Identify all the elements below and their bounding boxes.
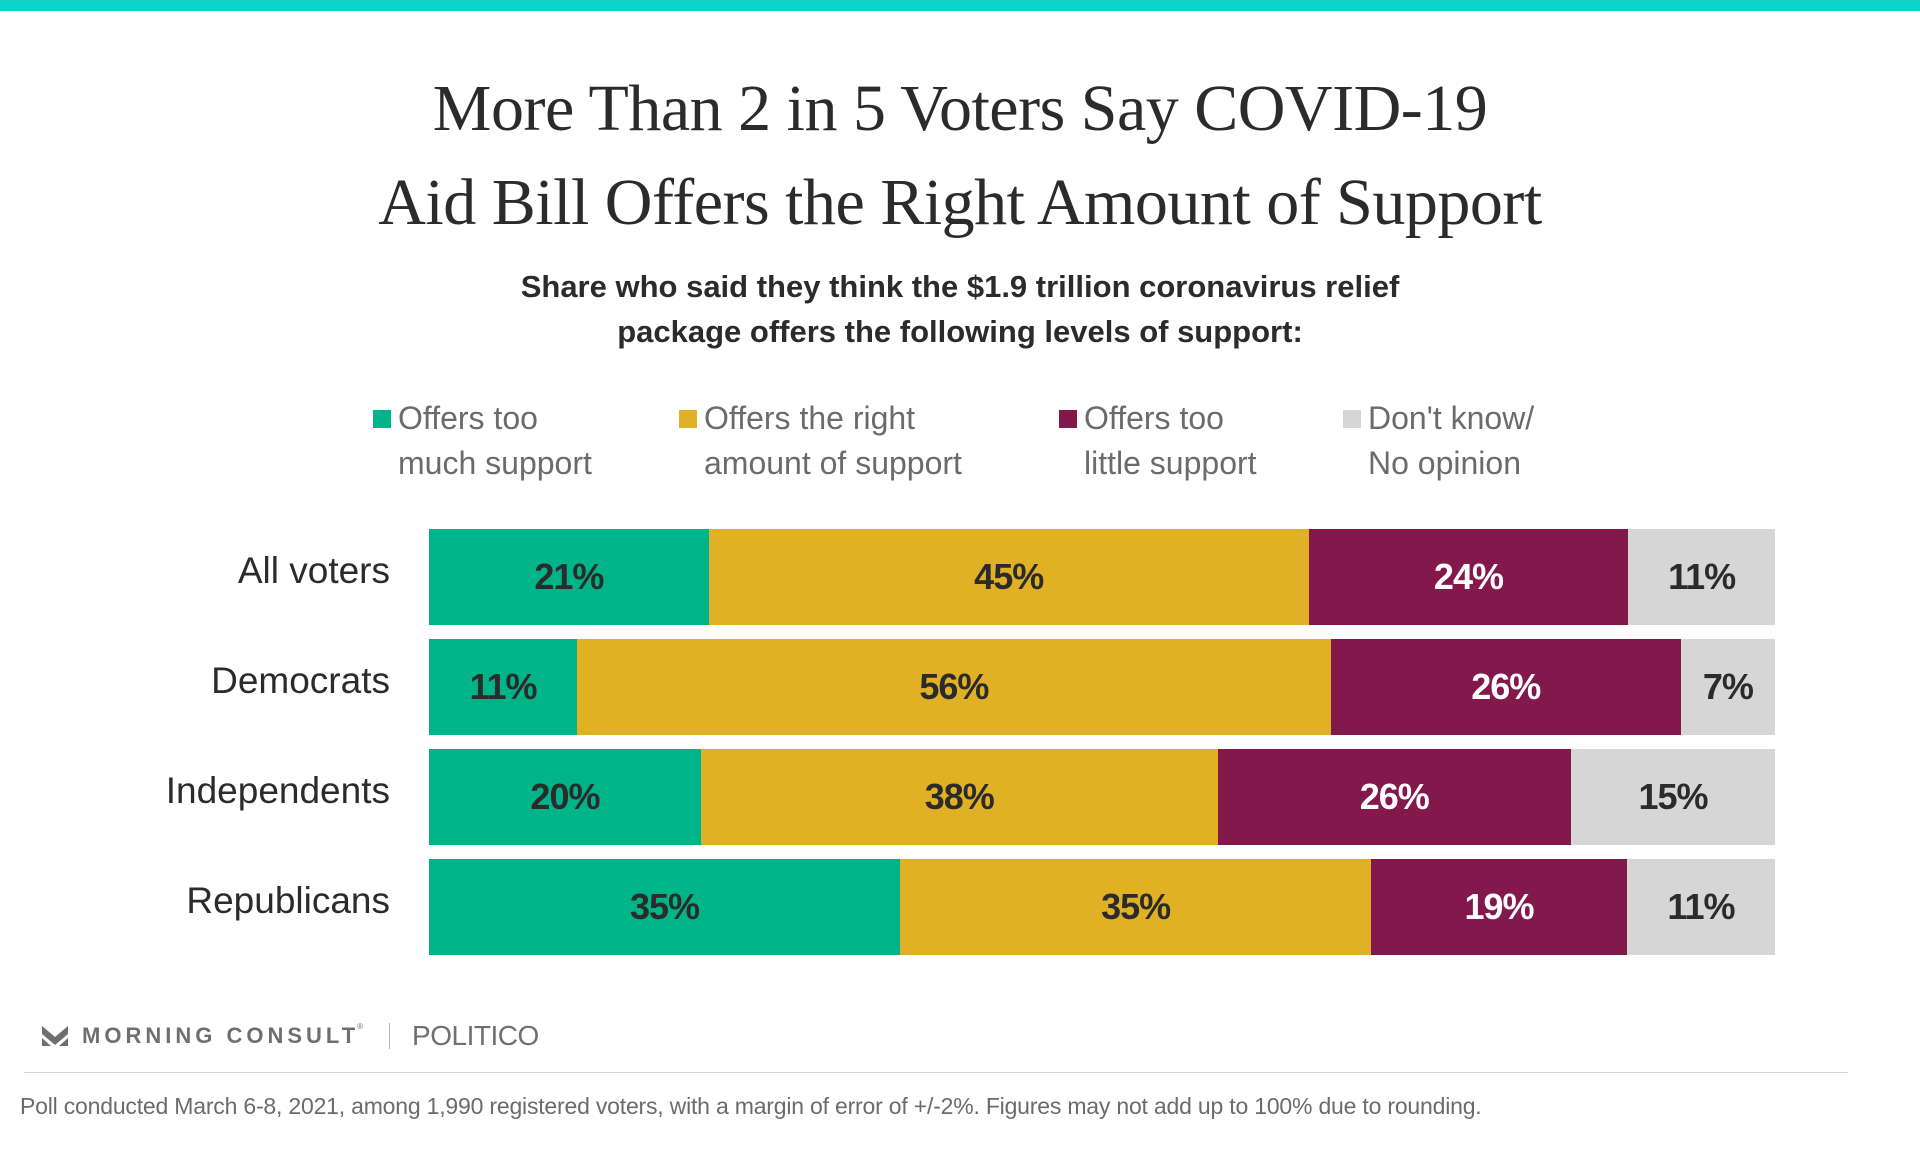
bar-row-democrats: 11% 56% 26% 7% xyxy=(429,639,1775,735)
bar-segment-democrats-offers-the-right-amount-of-support: 56% xyxy=(577,639,1331,735)
legend-item-too-much: Offers too much support xyxy=(373,396,592,486)
legend-label-too-much: Offers too much support xyxy=(398,400,592,481)
top-accent-stripe xyxy=(0,0,1920,11)
bar-segment-democrats-offers-too-little-support: 26% xyxy=(1330,639,1681,735)
legend-swatch-right-amount xyxy=(679,410,697,428)
footer-logos: MORNING CONSULT ® POLITICO xyxy=(42,1016,539,1056)
legend-swatch-too-little xyxy=(1059,410,1077,428)
chart-title: More Than 2 in 5 Voters Say COVID-19 Aid… xyxy=(0,62,1920,250)
bar-segment-republicans-don-t-know-no-opinion: 11% xyxy=(1626,859,1775,955)
data-label: 26% xyxy=(1359,776,1430,817)
chart-legend: Offers too much support Offers the right… xyxy=(0,396,1920,486)
bar-segment-republicans-offers-too-much-support: 35% xyxy=(429,859,901,955)
bar-row-all-voters: 21% 45% 24% 11% xyxy=(429,529,1775,625)
data-label: 35% xyxy=(1101,886,1171,927)
data-label: 56% xyxy=(919,666,989,707)
data-label: 15% xyxy=(1638,776,1708,817)
data-label: 11% xyxy=(1668,556,1736,597)
data-label: 11% xyxy=(1667,886,1735,927)
category-label-all-voters: All voters xyxy=(237,550,390,591)
data-label: 45% xyxy=(974,556,1044,597)
legend-label-dont-know: Don't know/ No opinion xyxy=(1368,400,1535,481)
data-label: 11% xyxy=(469,666,537,707)
chart-subtitle-line-1: Share who said they think the $1.9 trill… xyxy=(520,269,1400,304)
politico-wordmark: POLITICO xyxy=(412,1020,539,1051)
category-label-independents: Independents xyxy=(165,770,390,811)
data-label: 20% xyxy=(530,776,600,817)
footnote: Poll conducted March 6-8, 2021, among 1,… xyxy=(20,1093,1482,1119)
data-label: 7% xyxy=(1702,666,1754,707)
morning-consult-logo-icon xyxy=(42,1026,68,1046)
bar-segment-independents-offers-too-much-support: 20% xyxy=(429,749,701,845)
chart-title-line-1: More Than 2 in 5 Voters Say COVID-19 xyxy=(432,72,1488,145)
legend-item-dont-know: Don't know/ No opinion xyxy=(1343,396,1534,486)
chart-title-line-2: Aid Bill Offers the Right Amount of Supp… xyxy=(378,166,1542,239)
legend-label-too-little: Offers too little support xyxy=(1084,400,1257,481)
bar-segment-democrats-offers-too-much-support: 11% xyxy=(429,639,578,735)
category-label-democrats: Democrats xyxy=(211,660,390,701)
bar-segment-democrats-don-t-know-no-opinion: 7% xyxy=(1680,639,1775,735)
bar-row-independents: 20% 38% 26% 15% xyxy=(429,749,1775,845)
bar-row-republicans: 35% 35% 19% 11% xyxy=(429,859,1775,955)
bar-segment-all-voters-don-t-know-no-opinion: 11% xyxy=(1628,529,1775,625)
logo-separator xyxy=(389,1023,391,1049)
bar-segment-all-voters-offers-the-right-amount-of-support: 45% xyxy=(708,529,1309,625)
chart-subtitle: Share who said they think the $1.9 trill… xyxy=(0,264,1920,354)
morning-consult-wordmark: MORNING CONSULT xyxy=(82,1023,360,1048)
bar-segment-independents-offers-too-little-support: 26% xyxy=(1217,749,1572,845)
data-label: 21% xyxy=(534,556,604,597)
bar-segment-all-voters-offers-too-little-support: 24% xyxy=(1308,529,1629,625)
bar-segment-independents-don-t-know-no-opinion: 15% xyxy=(1571,749,1775,845)
data-label: 19% xyxy=(1464,886,1535,927)
data-label: 26% xyxy=(1471,666,1541,707)
bar-segment-independents-offers-the-right-amount-of-support: 38% xyxy=(700,749,1218,845)
data-label: 35% xyxy=(630,886,700,927)
data-label: 24% xyxy=(1433,556,1504,597)
bar-segment-republicans-offers-too-little-support: 19% xyxy=(1371,859,1627,955)
bar-segment-all-voters-offers-too-much-support: 21% xyxy=(429,529,709,625)
legend-swatch-too-much xyxy=(373,410,391,428)
legend-item-right-amount: Offers the right amount of support xyxy=(679,396,962,486)
category-label-republicans: Republicans xyxy=(186,880,390,921)
registered-mark: ® xyxy=(357,1021,364,1031)
legend-item-too-little: Offers too little support xyxy=(1059,396,1257,486)
legend-swatch-dont-know xyxy=(1343,410,1361,428)
chart-subtitle-line-2: package offers the following levels of s… xyxy=(617,314,1303,349)
bar-segment-republicans-offers-the-right-amount-of-support: 35% xyxy=(900,859,1372,955)
data-label: 38% xyxy=(924,776,995,817)
footer-divider xyxy=(24,1072,1848,1073)
legend-label-right-amount: Offers the right amount of support xyxy=(704,400,962,481)
